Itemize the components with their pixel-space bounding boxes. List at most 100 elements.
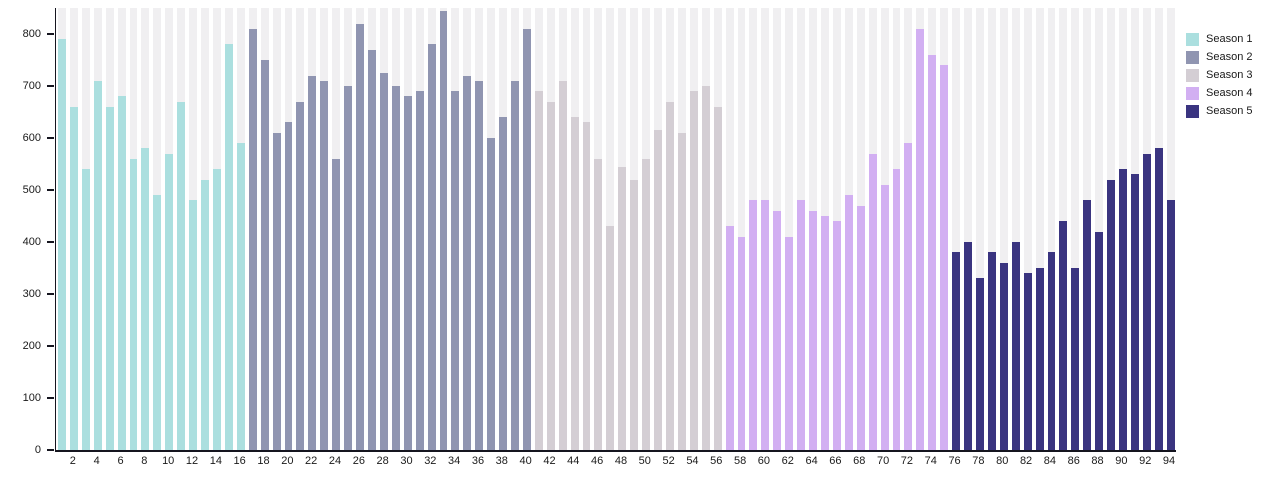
bar-season-5-x78[interactable] [975, 278, 984, 450]
bar-season-5-x93[interactable] [1154, 148, 1163, 450]
bar-season-2-x29[interactable] [391, 86, 400, 450]
bar-season-4-x61[interactable] [773, 210, 782, 450]
bar-season-5-x76[interactable] [952, 252, 961, 450]
bar-season-3-x53[interactable] [677, 132, 686, 450]
bar-season-5-x81[interactable] [1011, 242, 1020, 450]
bar-season-5-x90[interactable] [1119, 169, 1127, 450]
bar-season-2-x20[interactable] [284, 122, 293, 450]
bar-season-1-x16[interactable] [236, 143, 245, 450]
bar-season-2-x22[interactable] [308, 75, 317, 450]
bar-season-3-x47[interactable] [606, 226, 615, 450]
bar-season-2-x30[interactable] [403, 96, 412, 450]
bar-season-5-x89[interactable] [1107, 179, 1116, 450]
bar-season-2-x28[interactable] [379, 73, 388, 450]
bar-season-3-x41[interactable] [534, 91, 543, 450]
bar-season-2-x21[interactable] [296, 101, 305, 450]
bar-season-4-x68[interactable] [856, 205, 865, 450]
bar-season-2-x34[interactable] [451, 91, 460, 450]
bar-season-4-x58[interactable] [737, 236, 746, 450]
bar-season-4-x63[interactable] [797, 200, 806, 450]
bar-season-1-x11[interactable] [177, 101, 186, 450]
bar-season-1-x13[interactable] [201, 179, 209, 450]
x-tick-label: 66 [829, 455, 842, 467]
bar-season-3-x50[interactable] [642, 158, 651, 450]
bar-season-2-x38[interactable] [499, 117, 508, 450]
bar-season-1-x14[interactable] [212, 169, 221, 450]
bar-season-1-x6[interactable] [117, 96, 126, 450]
bar-season-1-x7[interactable] [129, 158, 138, 450]
bar-season-1-x3[interactable] [81, 169, 90, 450]
bar-season-5-x83[interactable] [1035, 268, 1044, 450]
bar-season-3-x45[interactable] [582, 122, 591, 450]
bar-season-3-x43[interactable] [558, 80, 567, 450]
bar-season-5-x82[interactable] [1023, 273, 1032, 450]
bar-season-3-x49[interactable] [630, 179, 639, 450]
bar-season-2-x23[interactable] [320, 80, 329, 450]
bar-season-5-x86[interactable] [1071, 268, 1080, 450]
bar-season-1-x15[interactable] [224, 44, 233, 450]
bar-season-4-x57[interactable] [725, 226, 734, 450]
bar-season-1-x1[interactable] [58, 39, 66, 450]
bar-season-2-x26[interactable] [356, 23, 364, 450]
bar-season-2-x33[interactable] [439, 10, 448, 450]
bar-season-3-x46[interactable] [594, 158, 603, 450]
bar-season-4-x62[interactable] [785, 236, 794, 450]
bar-season-2-x35[interactable] [463, 75, 472, 450]
bar-season-1-x8[interactable] [141, 148, 150, 450]
bar-season-2-x37[interactable] [487, 138, 496, 450]
bar-season-2-x39[interactable] [511, 80, 519, 450]
bar-season-4-x65[interactable] [821, 216, 829, 450]
bar-season-4-x75[interactable] [940, 65, 949, 450]
bar-season-5-x85[interactable] [1059, 221, 1068, 450]
bar-season-5-x92[interactable] [1142, 153, 1151, 450]
bar-season-3-x55[interactable] [701, 86, 710, 450]
bar-season-3-x51[interactable] [654, 130, 663, 450]
bar-season-5-x94[interactable] [1166, 200, 1175, 450]
bar-season-4-x59[interactable] [749, 200, 758, 450]
bar-season-4-x60[interactable] [761, 200, 770, 450]
bar-season-4-x66[interactable] [832, 221, 841, 450]
bar-season-3-x44[interactable] [570, 117, 579, 450]
bar-season-3-x48[interactable] [618, 166, 627, 450]
bar-season-2-x27[interactable] [367, 49, 376, 450]
bar-season-2-x40[interactable] [522, 28, 531, 450]
bar-season-5-x77[interactable] [964, 242, 972, 450]
legend-item-season-3[interactable]: Season 3 [1186, 66, 1252, 84]
bar-season-5-x87[interactable] [1083, 200, 1092, 450]
bar-season-1-x4[interactable] [93, 80, 102, 450]
legend-item-season-2[interactable]: Season 2 [1186, 48, 1252, 66]
bar-season-2-x17[interactable] [248, 28, 257, 450]
bar-season-3-x54[interactable] [689, 91, 698, 450]
bar-season-4-x74[interactable] [928, 54, 937, 450]
bar-season-2-x25[interactable] [344, 86, 353, 450]
bar-season-5-x84[interactable] [1047, 252, 1056, 450]
bar-season-1-x5[interactable] [105, 106, 114, 450]
bar-season-4-x72[interactable] [904, 143, 913, 450]
bar-season-1-x2[interactable] [69, 106, 78, 450]
bar-season-5-x91[interactable] [1130, 174, 1139, 450]
bar-season-1-x12[interactable] [189, 200, 198, 450]
bar-season-5-x79[interactable] [987, 252, 996, 450]
bar-season-4-x67[interactable] [844, 195, 853, 450]
bar-season-2-x36[interactable] [475, 80, 484, 450]
bar-season-1-x10[interactable] [165, 153, 174, 450]
bar-season-2-x31[interactable] [415, 91, 424, 450]
legend-item-season-1[interactable]: Season 1 [1186, 30, 1252, 48]
bar-season-3-x56[interactable] [713, 106, 722, 450]
bar-season-5-x88[interactable] [1095, 231, 1104, 450]
bar-season-4-x64[interactable] [809, 210, 817, 450]
bar-season-1-x9[interactable] [153, 195, 162, 450]
bar-season-2-x19[interactable] [272, 132, 281, 450]
bar-season-5-x80[interactable] [999, 262, 1008, 450]
bar-season-4-x71[interactable] [892, 169, 901, 450]
bar-season-2-x24[interactable] [332, 158, 341, 450]
bar-season-2-x18[interactable] [260, 60, 269, 450]
bar-season-2-x32[interactable] [427, 44, 436, 450]
bar-season-4-x70[interactable] [880, 184, 889, 450]
bar-season-4-x73[interactable] [916, 28, 925, 450]
legend-item-season-5[interactable]: Season 5 [1186, 102, 1252, 120]
legend-item-season-4[interactable]: Season 4 [1186, 84, 1252, 102]
bar-season-3-x52[interactable] [666, 101, 674, 450]
bar-season-4-x69[interactable] [868, 153, 877, 450]
bar-season-3-x42[interactable] [546, 101, 555, 450]
